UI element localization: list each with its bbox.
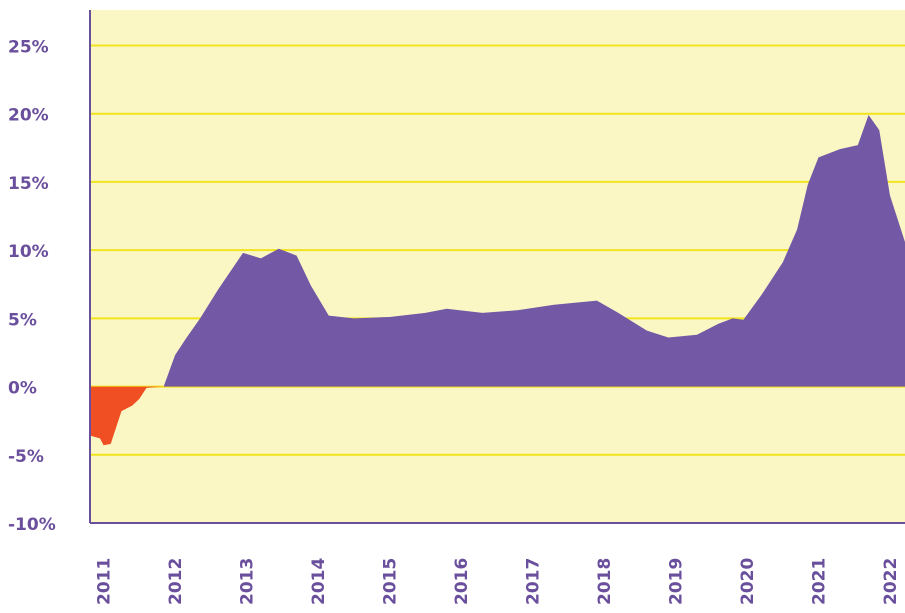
y-tick-label: -5%: [8, 447, 44, 467]
x-tick-label: 2017: [524, 558, 544, 605]
x-tick-label: 2016: [452, 558, 472, 605]
x-tick-label: 2012: [166, 558, 186, 605]
y-tick-label: 15%: [8, 174, 49, 194]
x-tick-label: 2015: [381, 558, 401, 605]
x-tick-label: 2011: [95, 558, 115, 605]
plot-background: [90, 10, 905, 523]
x-tick-label: 2014: [309, 558, 329, 605]
y-tick-label: 25%: [8, 37, 49, 57]
x-tick-label: 2021: [809, 558, 829, 605]
x-tick-label: 2018: [595, 558, 615, 605]
x-tick-label: 2022: [881, 558, 901, 605]
x-tick-label: 2013: [238, 558, 258, 605]
x-tick-label: 2019: [667, 558, 687, 605]
y-tick-label: -10%: [8, 515, 56, 535]
y-tick-label: 0%: [8, 379, 37, 399]
area: [90, 115, 905, 446]
x-tick-label: 2020: [738, 558, 758, 605]
y-tick-label: 5%: [8, 310, 37, 330]
y-tick-label: 20%: [8, 106, 49, 126]
y-tick-label: 10%: [8, 242, 49, 262]
